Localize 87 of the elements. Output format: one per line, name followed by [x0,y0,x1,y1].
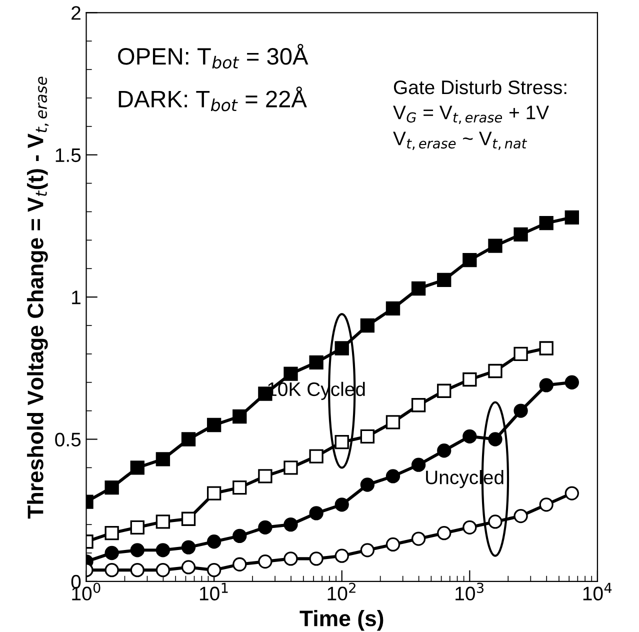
annotation: DARK: T$_{bot}$ = 22Å [118,86,307,112]
point [258,469,272,484]
point [386,537,400,552]
point [488,514,502,529]
point [360,429,375,444]
point [514,346,528,362]
point [156,452,170,466]
point [284,460,298,475]
point [411,398,426,412]
point [360,478,375,492]
point [514,508,528,524]
point [462,429,477,444]
point [156,514,170,529]
y-tick-label: 0.5 [55,432,81,446]
y-tick-label: 1 [72,290,80,304]
point [156,562,170,578]
point [206,562,222,578]
point [232,528,247,544]
point [284,517,298,532]
point [386,301,400,316]
point [156,543,170,558]
point [488,364,502,378]
point [181,560,196,574]
point [206,486,222,500]
x-tick-label: 10$^{2}$ [328,582,356,600]
point [181,512,196,526]
x-axis-title: Time (s) [300,610,384,631]
point [181,540,196,554]
point [539,378,554,392]
point [309,355,324,370]
point [130,562,144,578]
x-tick-label: 10$^{3}$ [456,582,484,600]
point [104,526,119,540]
point [232,557,247,572]
point [488,238,502,253]
point [437,272,452,288]
point [411,458,426,472]
y-tick-label: 2 [72,6,80,20]
annotation: OPEN: T$_{bot}$ = 30Å [118,44,308,69]
text: Gate Disturb Stress: V$_{G}$ = V$_{t,erase}$ + 1V V$_{t,erase}$ ~ V$_{t,nat}$ [393,80,566,150]
point [130,520,144,534]
point [411,532,426,546]
point [514,227,528,242]
point [206,534,222,549]
point [334,548,349,563]
point [309,506,324,520]
point [437,526,452,540]
point [232,409,247,424]
x-tick-label: 10$^{4}$ [583,582,612,600]
point [539,216,554,230]
point [130,460,144,475]
point [386,469,400,484]
point [284,552,298,566]
point [104,546,119,560]
point [564,486,579,500]
point [462,252,477,268]
point [206,418,222,432]
point [360,318,375,333]
point [258,554,272,569]
point [309,449,324,464]
point [104,562,119,578]
point [437,384,452,398]
point [104,480,119,495]
point [284,366,298,381]
point [334,498,349,512]
point [258,520,272,534]
point [334,435,349,450]
point [539,498,554,512]
point [437,444,452,458]
y-tick-label: 1.5 [56,148,81,162]
point [462,372,477,387]
point [181,432,196,446]
x-tick-label: 10$^{1}$ [200,582,228,600]
point [564,210,579,224]
point [130,543,144,558]
point [334,341,349,356]
point [360,543,375,558]
point [539,341,554,356]
point [488,432,502,446]
point [514,404,528,418]
y-axis-title: Threshold Voltage Change = V$_{t}$(t) - V$_{t,erase}$ [27,76,49,519]
point [462,520,477,534]
point [386,415,400,430]
point [309,552,324,566]
point [232,480,247,495]
point [411,281,426,296]
point [564,375,579,390]
